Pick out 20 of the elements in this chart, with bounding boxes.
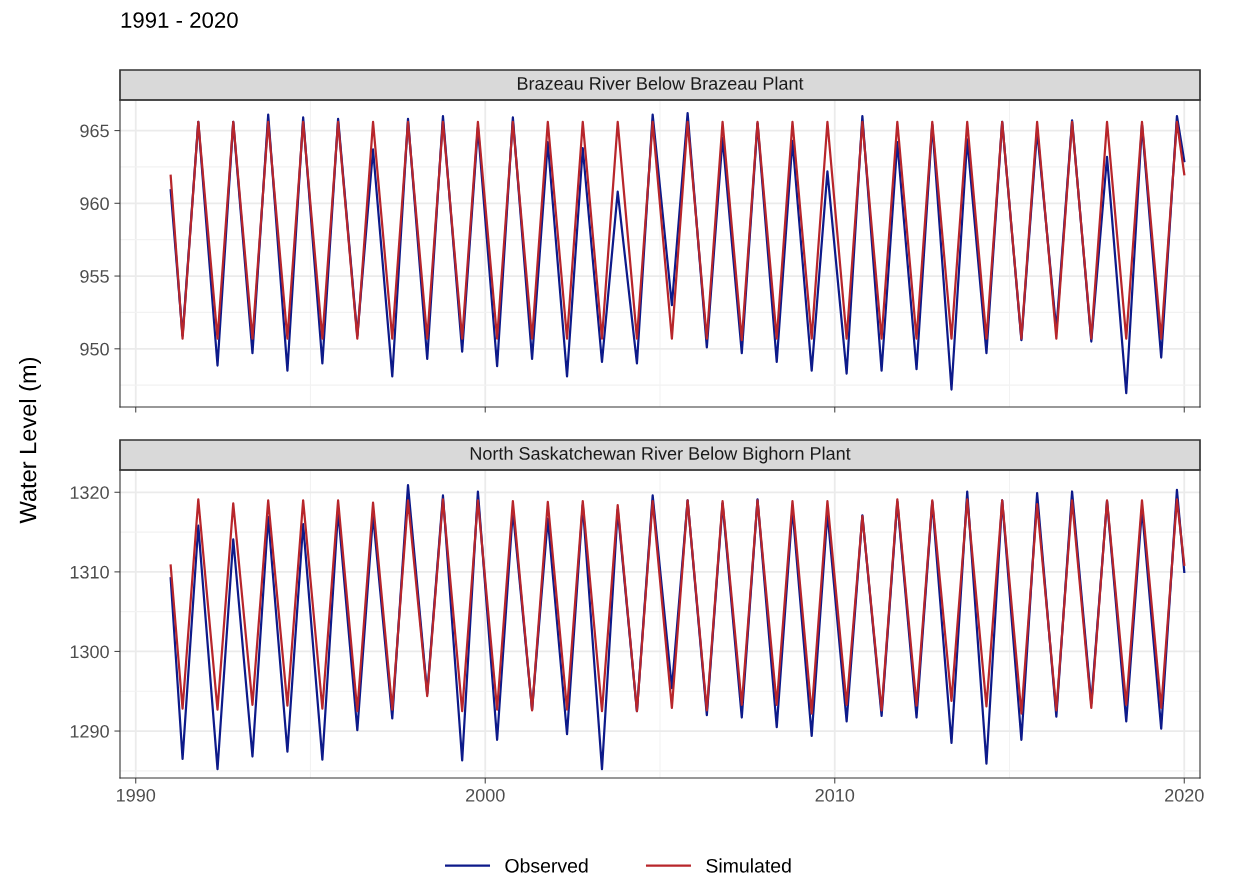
x-tick-label: 2000 bbox=[466, 788, 505, 802]
y-tick-label: 950 bbox=[80, 342, 109, 356]
y-tick-label: 955 bbox=[80, 269, 109, 283]
y-axis-title: Water Level (m) bbox=[19, 357, 41, 524]
legend-label: Observed bbox=[505, 858, 588, 873]
x-tick-label: 2020 bbox=[1165, 788, 1204, 802]
chart-subtitle: 1991 - 2020 bbox=[121, 12, 238, 28]
x-tick-label: 1990 bbox=[117, 788, 156, 802]
y-tick-label: 1310 bbox=[70, 565, 109, 579]
line-series bbox=[169, 120, 1186, 342]
legend-label: Simulated bbox=[706, 858, 791, 873]
y-tick-label: 1290 bbox=[70, 724, 109, 738]
y-tick-label: 1300 bbox=[70, 645, 109, 659]
y-tick-label: 965 bbox=[80, 124, 109, 138]
y-tick-label: 1320 bbox=[70, 486, 109, 499]
x-tick-label: 2010 bbox=[815, 788, 855, 802]
line-series bbox=[169, 498, 1186, 715]
y-tick-label: 960 bbox=[80, 197, 109, 211]
chart-title: North Saskatchewan River Below Bighorn Plant bbox=[470, 446, 851, 464]
chart-title: Brazeau River Below Brazeau Plant bbox=[517, 76, 804, 90]
